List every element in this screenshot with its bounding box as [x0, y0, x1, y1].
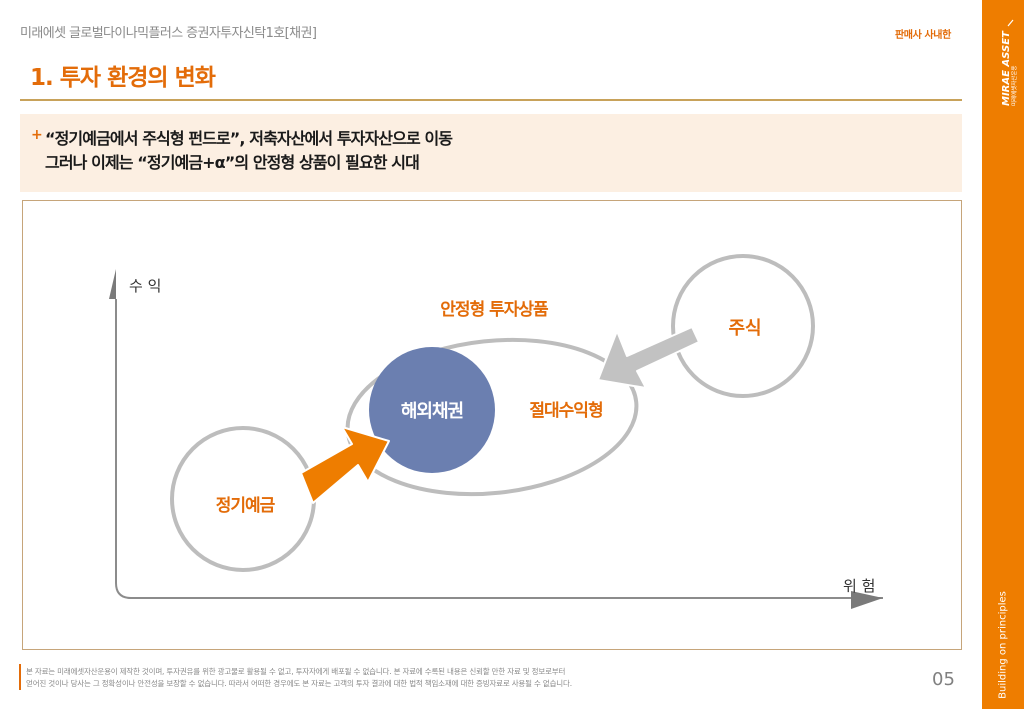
y-axis-arrow-icon [109, 269, 116, 299]
mirae-asset-logo: MIRAE ASSET 미래에셋자산운용 [1001, 19, 1018, 106]
absolute-return-label: 절대수익형 [529, 400, 602, 421]
x-axis-label: 위 험 [843, 577, 875, 595]
stocks-to-stable-arrow-icon [597, 326, 700, 389]
brand-side-band [982, 0, 1024, 709]
title-divider [20, 99, 962, 101]
x-axis-arrow-icon [851, 591, 883, 609]
page-number: 05 [932, 669, 955, 690]
stocks-label: 주식 [728, 318, 761, 339]
headline-box [20, 114, 962, 192]
overseas-bonds-label: 해외채권 [401, 401, 464, 422]
disclaimer-line-1: 본 자료는 미래에셋자산운용이 제작한 것이며, 투자권유를 위한 광고물로 활… [26, 667, 566, 676]
disclaimer-line-2: 얻어진 것이나 당사는 그 정확성이나 안전성을 보장할 수 없습니다. 따라서… [26, 679, 572, 688]
brand-slogan: Building on principles [997, 591, 1009, 699]
y-axis-label: 수 익 [129, 277, 161, 295]
plus-bullet-icon: + [31, 127, 43, 143]
distribution-tag: 판매사 사내한 [895, 30, 951, 41]
logo-subtext: 미래에셋자산운용 [1010, 66, 1018, 106]
deposit-label: 정기예금 [216, 496, 276, 516]
deposit-to-bonds-arrow-icon [300, 426, 390, 504]
logo-wordmark: MIRAE ASSET [1001, 30, 1012, 106]
risk-return-diagram: 수 익 위 험 안정형 투자상품 주식 정기예금 해외채권 절대수익형 [22, 200, 962, 650]
diagram-canvas: 수 익 위 험 안정형 투자상품 주식 정기예금 해외채권 절대수익형 [109, 254, 883, 609]
stable-products-label: 안정형 투자상품 [440, 299, 549, 320]
headline-line-2: 그러나 이제는 “정기예금+α”의 안정형 상품이 필요한 시대 [45, 153, 420, 172]
page-title: 1. 투자 환경의 변화 [30, 65, 216, 91]
axis-lines [115, 299, 883, 599]
headline-line-1: “정기예금에서 주식형 펀드로”, 저축자산에서 투자자산으로 이동 [45, 129, 453, 148]
overseas-bonds-bubble [369, 347, 495, 473]
disclaimer-accent [19, 664, 21, 690]
fund-title: 미래에셋 글로벌다이나믹플러스 증권자투자신탁1호[채권] [20, 26, 317, 41]
stocks-bubble [671, 254, 815, 398]
